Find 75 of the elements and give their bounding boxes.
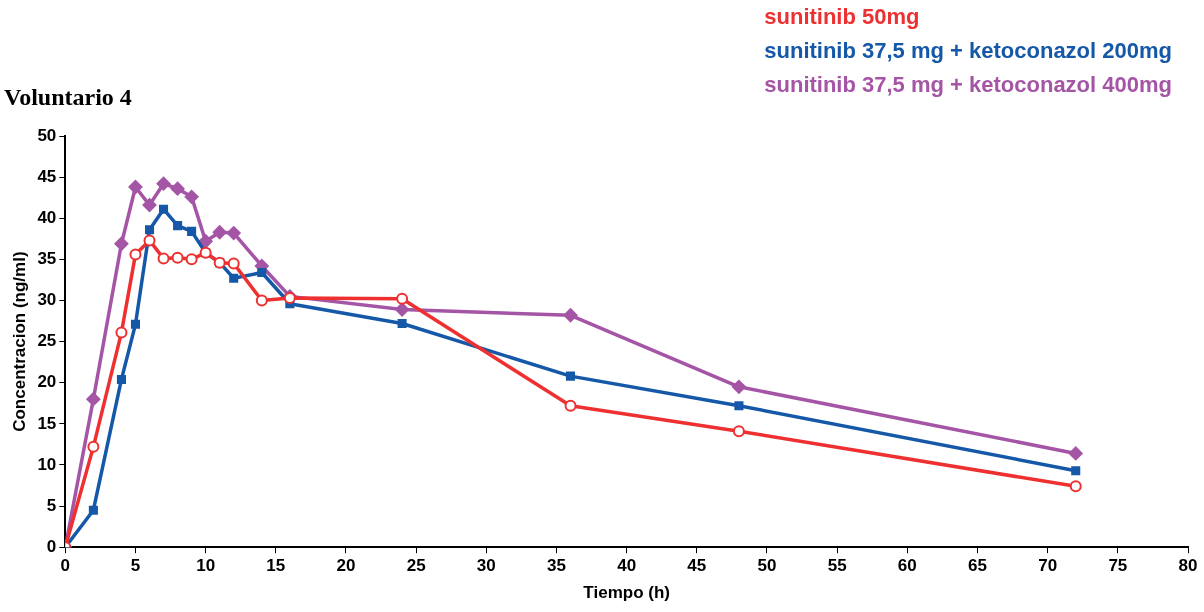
x-tick-label: 15 xyxy=(266,556,286,576)
point xyxy=(396,292,409,305)
point xyxy=(88,505,98,515)
y-axis-title: Concentracion (ng/ml) xyxy=(9,251,29,432)
x-tick-label: 80 xyxy=(1178,556,1198,576)
y-tick-label: 15 xyxy=(37,413,57,433)
point xyxy=(157,252,170,265)
y-tick-label: 5 xyxy=(46,495,57,515)
y-tick-label: 25 xyxy=(37,331,57,351)
point xyxy=(1069,480,1082,493)
point xyxy=(226,226,241,241)
x-tick-label: 0 xyxy=(60,556,71,576)
point xyxy=(564,399,577,412)
y-tick-label: 10 xyxy=(37,454,57,474)
x-tick-label: 40 xyxy=(617,556,637,576)
chart-title: Voluntario 4 xyxy=(4,84,132,111)
point xyxy=(170,181,185,196)
y-tick-label: 50 xyxy=(37,125,57,145)
point xyxy=(115,326,128,339)
point xyxy=(116,374,126,384)
point xyxy=(283,292,296,305)
point xyxy=(1068,446,1083,461)
y-tick-label: 0 xyxy=(46,536,57,556)
point xyxy=(159,204,169,214)
point xyxy=(142,198,157,213)
x-tick-label: 10 xyxy=(196,556,216,576)
x-tick-label: 55 xyxy=(827,556,847,576)
text: sunitinib 37,5 mg + ketoconazol 400mg xyxy=(764,72,1172,98)
point xyxy=(185,253,198,266)
text: sunitinib 37,5 mg + ketoconazol 200mg xyxy=(764,38,1172,64)
x-tick-label: 50 xyxy=(757,556,777,576)
point xyxy=(187,226,197,236)
point xyxy=(1071,466,1081,476)
point xyxy=(184,189,199,204)
point xyxy=(143,234,156,247)
y-tick-label: 35 xyxy=(37,249,57,269)
x-tick-label: 60 xyxy=(897,556,917,576)
x-tick-label: 70 xyxy=(1038,556,1058,576)
point xyxy=(129,248,142,261)
point xyxy=(114,236,129,251)
point xyxy=(257,267,267,278)
point xyxy=(227,257,240,270)
point xyxy=(87,440,100,453)
point xyxy=(732,425,745,438)
point xyxy=(731,379,746,394)
point xyxy=(173,221,183,231)
x-tick-label: 30 xyxy=(476,556,496,576)
x-tick-label: 45 xyxy=(687,556,707,576)
point xyxy=(198,234,213,249)
x-tick-label: 25 xyxy=(406,556,426,576)
point xyxy=(156,176,171,191)
point xyxy=(144,225,155,235)
x-axis-title: Tiempo (h) xyxy=(583,583,670,603)
x-tick-label: 65 xyxy=(968,556,987,576)
x-tick-label: 75 xyxy=(1108,556,1128,576)
y-tick-label: 40 xyxy=(37,207,57,227)
point xyxy=(212,225,227,240)
text: sunitinib 50mg xyxy=(764,4,921,30)
point xyxy=(86,392,101,407)
y-tick-label: 30 xyxy=(37,290,57,310)
x-tick-label: 35 xyxy=(547,556,566,576)
point xyxy=(128,179,143,194)
point xyxy=(563,308,578,323)
point xyxy=(395,302,410,317)
point xyxy=(565,371,576,381)
point xyxy=(255,294,268,307)
y-tick-label: 20 xyxy=(37,372,57,392)
point xyxy=(130,319,141,329)
x-tick-label: 20 xyxy=(336,556,356,576)
point xyxy=(171,251,184,264)
x-tick-label: 5 xyxy=(130,556,141,576)
point xyxy=(734,401,744,411)
y-tick-label: 45 xyxy=(37,166,57,186)
point xyxy=(229,273,239,283)
point xyxy=(397,318,407,329)
